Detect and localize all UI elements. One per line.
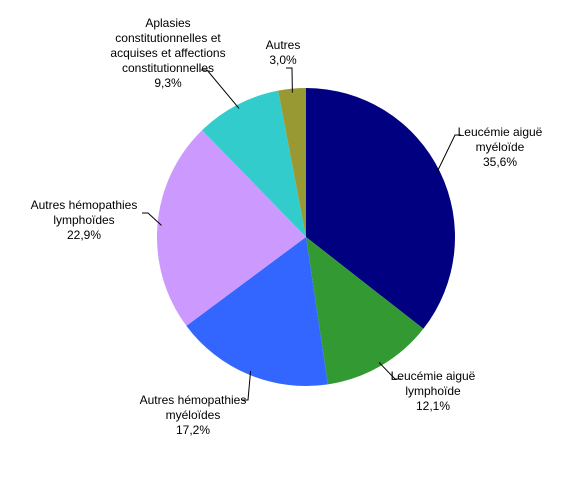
slice-label: Leucémie aiguë lymphoïde 12,1% bbox=[390, 369, 476, 414]
pie-slice bbox=[278, 88, 306, 237]
value-label: 9,3% bbox=[154, 76, 182, 90]
category-label: Leucémie aiguë lymphoïde bbox=[390, 369, 476, 398]
pie-slice bbox=[186, 237, 328, 386]
value-label: 22,9% bbox=[66, 228, 102, 242]
slice-label: Autres 3,0% bbox=[258, 38, 308, 68]
category-label: Autres hémopathies lymphoïdes bbox=[30, 198, 138, 227]
value-label: 3,0% bbox=[269, 53, 297, 67]
leader-line bbox=[142, 212, 162, 226]
pie-slice bbox=[306, 237, 424, 385]
slice-label: Leucémie aiguë myéloïde 35,6% bbox=[448, 125, 552, 170]
pie-slice bbox=[306, 88, 455, 329]
slice-label: Autres hémopathies myéloïdes 17,2% bbox=[130, 393, 256, 438]
leader-line bbox=[201, 69, 240, 109]
slice-label: Autres hémopathies lymphoïdes 22,9% bbox=[20, 198, 148, 243]
value-label: 17,2% bbox=[175, 423, 211, 437]
category-label: Autres bbox=[265, 38, 301, 52]
value-label: 12,1% bbox=[415, 399, 451, 413]
pie-slice bbox=[202, 90, 306, 237]
leader-line bbox=[378, 361, 401, 380]
value-label: 35,6% bbox=[482, 155, 518, 169]
leader-line bbox=[242, 370, 252, 401]
slice-label: Aplasies constitutionnelles et acquises … bbox=[100, 16, 236, 91]
category-label: Autres hémopathies myéloïdes bbox=[139, 393, 247, 422]
category-label: Aplasies constitutionnelles et acquises … bbox=[110, 16, 226, 75]
category-label: Leucémie aiguë myéloïde bbox=[457, 125, 543, 154]
pie-slice bbox=[157, 130, 306, 326]
leader-line bbox=[286, 67, 293, 93]
leader-line bbox=[435, 134, 461, 174]
